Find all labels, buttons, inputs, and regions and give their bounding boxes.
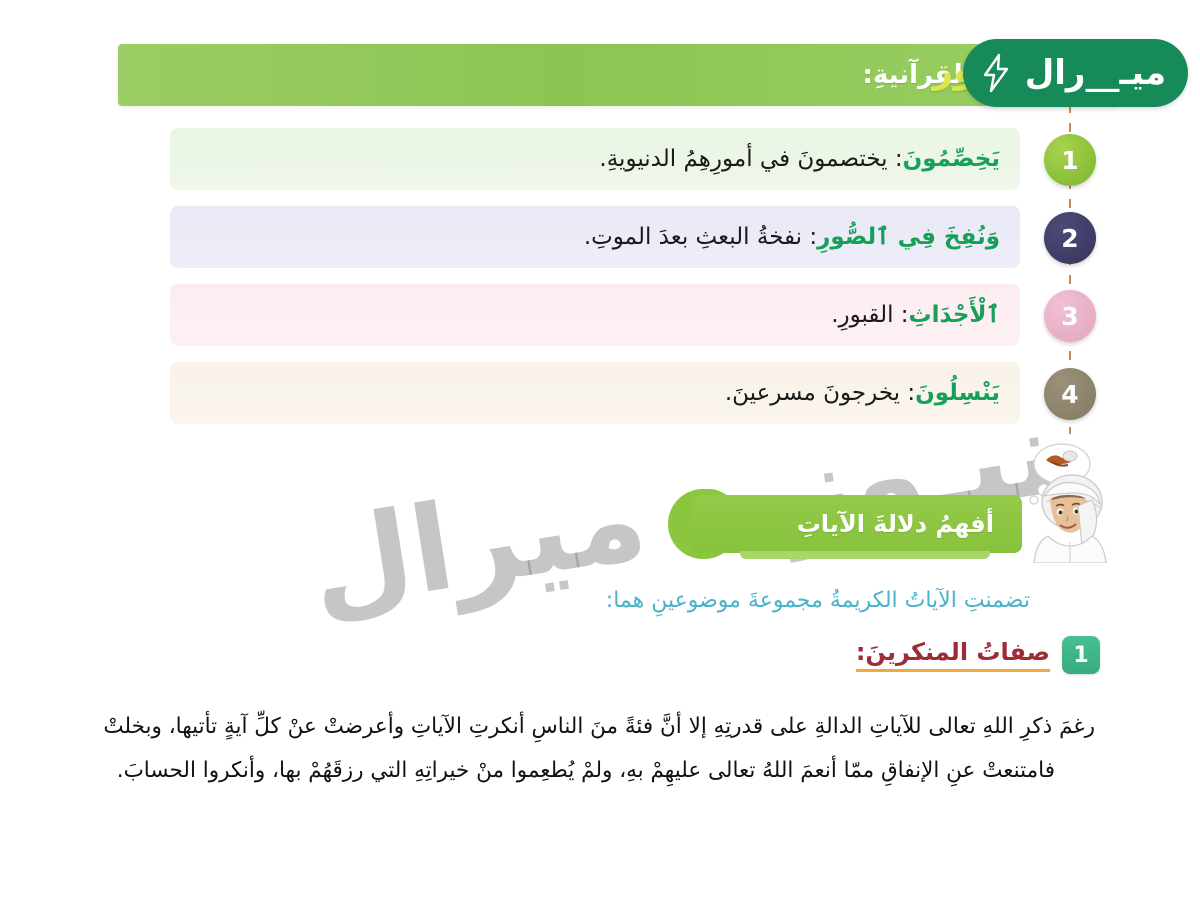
vocabulary-term: يَخِصِّمُونَ bbox=[902, 145, 1000, 172]
vocabulary-term: يَنْسِلُونَ bbox=[915, 379, 1000, 406]
section-intro-text: تضمنتِ الآياتُ الكريمةُ مجموعةَ موضوعينِ… bbox=[605, 588, 1030, 613]
subsection-heading: 1 صفاتُ المنكرينَ: bbox=[855, 636, 1100, 674]
vocabulary-definition: : يخرجونَ مسرعينَ. bbox=[724, 379, 916, 406]
vocabulary-badge-2: 2 bbox=[1044, 212, 1096, 264]
student-character-illustration bbox=[1000, 438, 1118, 563]
vocabulary-definition: : القبورِ. bbox=[831, 301, 909, 328]
bird-icon bbox=[1046, 450, 1078, 467]
lightning-bolt-icon bbox=[983, 53, 1008, 93]
watermark-logo-pill: ميـ__رال bbox=[962, 39, 1188, 107]
watermark-logo-label: ميـ__رال bbox=[1024, 53, 1166, 93]
vocabulary-definition: : نفخةُ البعثِ بعدَ الموتِ. bbox=[583, 223, 818, 250]
vocabulary-row: يَخِصِّمُونَ: يختصمونَ في أمورِهِمُ الدن… bbox=[170, 128, 1020, 190]
vocabulary-row: يَنْسِلُونَ: يخرجونَ مسرعينَ. bbox=[170, 362, 1020, 424]
vocabulary-definition: : يختصمونَ في أمورِهِمُ الدنيويةِ. bbox=[599, 145, 903, 172]
vocabulary-row: ٱلْأَجْدَاثِ: القبورِ. bbox=[170, 284, 1020, 346]
vocabulary-number-rail: 1 2 3 4 bbox=[1044, 104, 1096, 434]
vocabulary-list: يَخِصِّمُونَ: يختصمونَ في أمورِهِمُ الدن… bbox=[170, 128, 1020, 440]
vocabulary-term: ٱلْأَجْدَاثِ bbox=[908, 301, 1000, 328]
watermark-text-primary: ميرال bbox=[300, 447, 655, 637]
vocabulary-row: وَنُفِخَ فِي ٱلصُّورِ: نفخةُ البعثِ بعدَ… bbox=[170, 206, 1020, 268]
dashed-connector-line bbox=[1069, 104, 1071, 434]
watermark-logo: ميـ__رال bbox=[962, 38, 1188, 108]
vocabulary-badge-1: 1 bbox=[1044, 134, 1096, 186]
section-banner: أفهمُ دلالةَ الآياتِ bbox=[668, 489, 1022, 559]
paragraph-line-1: رغمَ ذكرِ اللهِ تعالى للآياتِ الدالةِ عل… bbox=[103, 714, 1095, 739]
banner-shadow-tab bbox=[740, 551, 990, 559]
vocabulary-badge-3: 3 bbox=[1044, 290, 1096, 342]
vocabulary-term: وَنُفِخَ فِي ٱلصُّورِ bbox=[817, 223, 1000, 250]
subsection-number-badge: 1 bbox=[1062, 636, 1100, 674]
body-paragraph: رغمَ ذكرِ اللهِ تعالى للآياتِ الدالةِ عل… bbox=[103, 705, 1095, 793]
subsection-title: صفاتُ المنكرينَ: bbox=[855, 638, 1050, 672]
paragraph-line-2: فامتنعتْ عنِ الإنفاقِ ممّا أنعمَ اللهُ ت… bbox=[116, 758, 1055, 784]
vocabulary-badge-4: 4 bbox=[1044, 368, 1096, 420]
banner-background bbox=[692, 495, 1022, 553]
section-banner-label: أفهمُ دلالةَ الآياتِ bbox=[796, 510, 994, 538]
